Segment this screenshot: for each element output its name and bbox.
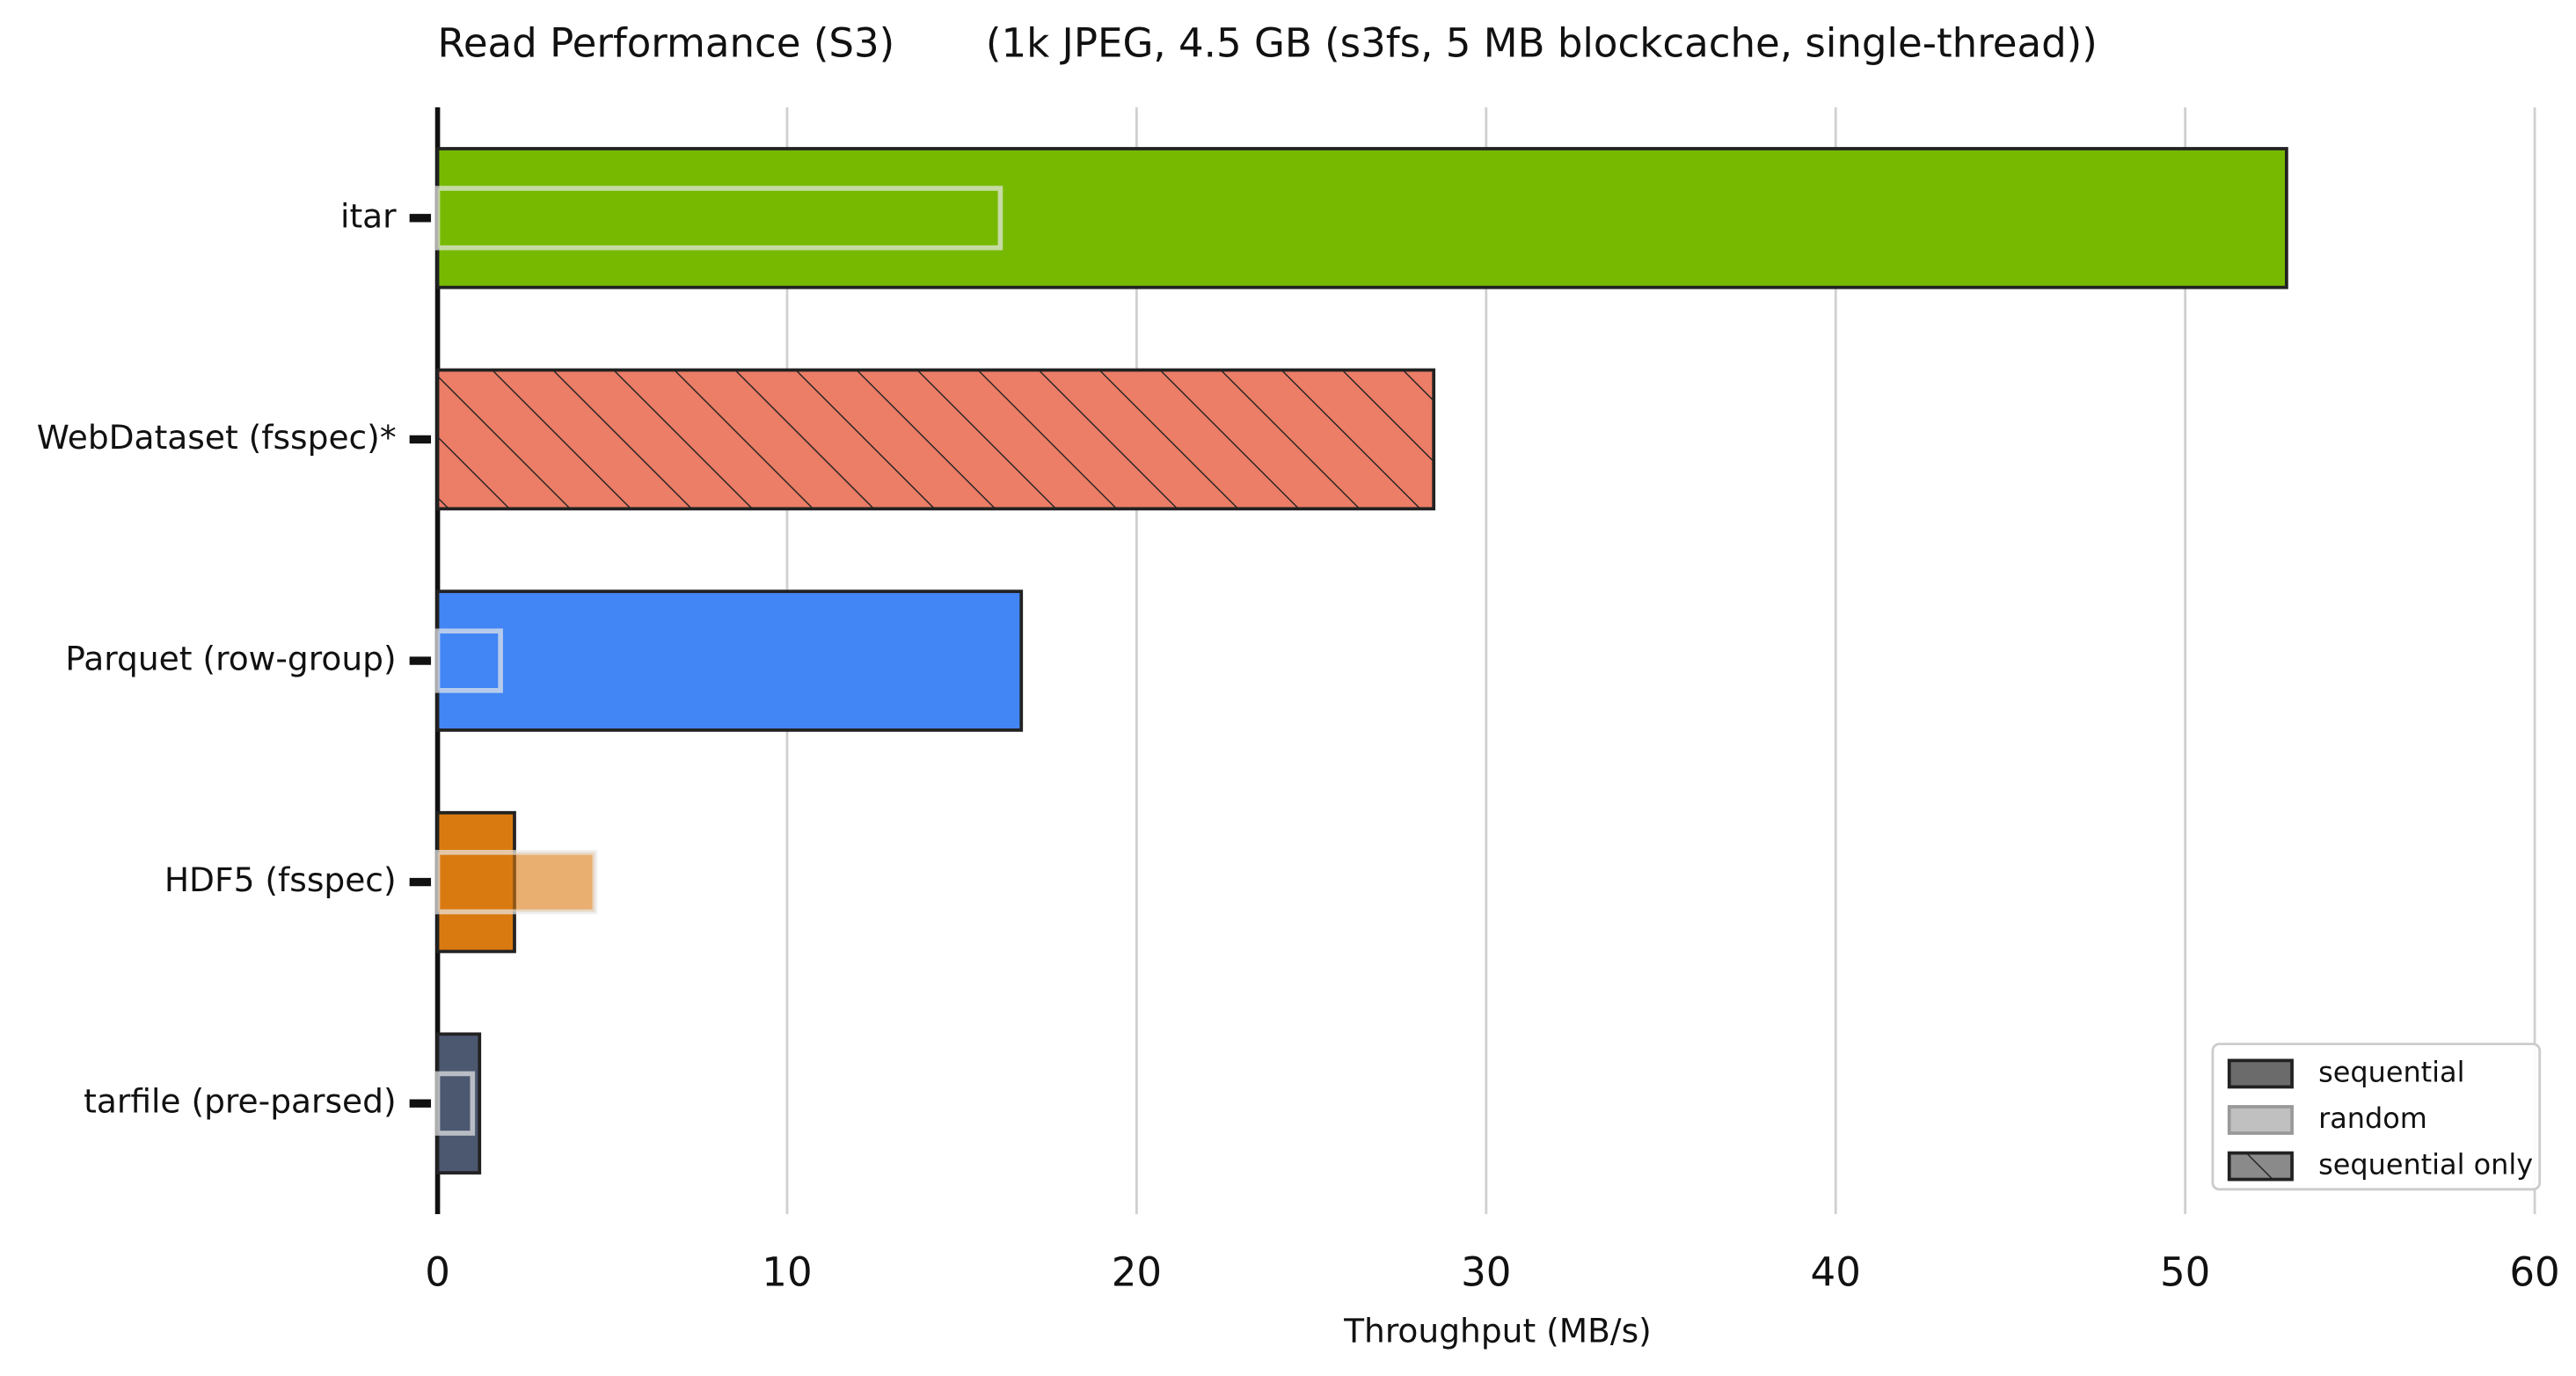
legend-swatch — [2227, 1058, 2294, 1089]
legend-label: sequential — [2318, 1055, 2464, 1088]
legend-label: sequential only — [2318, 1148, 2533, 1182]
y-tick-label: tarfile (pre-parsed) — [84, 1082, 396, 1121]
bar-hatch — [437, 370, 1434, 509]
y-tick-label: WebDataset (fsspec)* — [37, 418, 397, 457]
legend-label: random — [2318, 1102, 2427, 1135]
y-tick-label: itar — [340, 196, 397, 235]
bar-sequential — [435, 589, 1024, 732]
chart-title: Read Performance (S3) — [438, 20, 895, 67]
x-tick-label: 20 — [1112, 1248, 1162, 1295]
x-tick-label: 30 — [1461, 1248, 1511, 1295]
legend-swatch — [2227, 1105, 2294, 1135]
bar-random — [434, 628, 503, 693]
bar-random — [434, 1071, 476, 1136]
x-tick-label: 10 — [762, 1248, 812, 1295]
chart-subtitle: (1k JPEG, 4.5 GB (s3fs, 5 MB blockcache,… — [986, 20, 2098, 67]
legend-box — [2211, 1043, 2542, 1191]
x-tick-label: 0 — [425, 1248, 450, 1295]
bar-random — [434, 186, 1003, 251]
x-axis-label: Throughput (MB/s) — [1343, 1312, 1652, 1350]
legend-hatch — [2229, 1153, 2293, 1180]
bar-random — [434, 850, 598, 915]
x-tick-label: 40 — [1811, 1248, 1861, 1295]
x-tick-label: 50 — [2160, 1248, 2210, 1295]
y-tick-label: HDF5 (fsspec) — [164, 860, 397, 899]
x-tick-label: 60 — [2509, 1248, 2559, 1295]
y-tick-label: Parquet (row-group) — [65, 640, 396, 678]
